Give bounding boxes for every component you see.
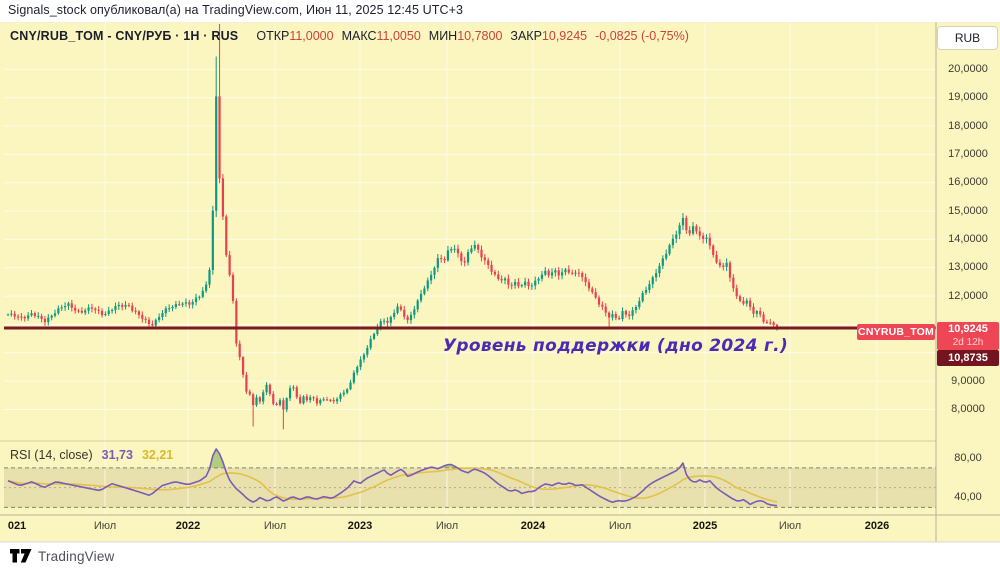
current-price-value: 10,9245 [948,323,988,335]
brand-name[interactable]: TradingView [38,548,115,564]
change-value: -0,0825 (-0,75%) [595,29,689,43]
price-axis-label: 12,0000 [948,289,988,302]
brand-footer: TradingView [10,546,115,566]
time-axis-label: Июл [778,520,802,532]
price-axis-label: 16,0000 [948,176,988,189]
ohlc-label: ЗАКР [510,29,542,43]
time-axis-label: 2026 [864,520,890,532]
price-axis-label: 9,0000 [951,374,985,387]
publish-info-bar: Signals_stock опубликовал(а) на TradingV… [0,0,1000,22]
ohlc-value: 11,0050 [376,29,421,43]
price-axis-label: 14,0000 [948,232,988,245]
ohlc-label: МИН [428,29,458,43]
ohlc-values: ОТКР11,0000 МАКС11,0050 МИН10,7800 ЗАКР10,9… [248,29,587,43]
support-level-annotation: Уровень поддержки (дно 2024 г.) [443,336,789,356]
currency-toggle-button[interactable]: RUB [937,26,998,50]
time-axis-label: Июл [608,520,632,532]
price-axis-label: 20,0000 [948,62,988,75]
time-axis-label: Июл [93,520,117,532]
ohlc-value: 10,9245 [541,29,588,43]
time-axis-label: 2024 [520,520,546,532]
price-axis-label: 8,0000 [951,403,985,415]
price-axis-label: 17,0000 [948,147,988,160]
rsi-axis-label: 80,00 [954,451,982,464]
price-axis-label: 19,0000 [948,91,988,104]
time-axis-label: 2022 [175,520,201,532]
price-axis-label: 18,0000 [948,119,988,132]
rsi-axis-label: 40,00 [954,491,982,503]
symbol-header: CNY/RUB_TOM - CNY/РУБ · 1Н · RUS ОТКР11,0… [10,29,689,45]
rsi-value: 31,73 [101,448,133,462]
tradingview-logo-icon[interactable] [10,548,32,564]
time-axis-label: Июл [435,520,459,532]
rsi-indicator-header: RSI (14, close) 31,73 32,21 [10,448,173,462]
support-price-tag: 10,8735 [937,350,999,366]
ohlc-label: МАКС [341,29,377,43]
time-axis-label: 021 [7,520,27,532]
time-axis-label: Июл [263,520,287,532]
time-axis-label: 2023 [347,520,373,532]
bar-countdown: 2d 12h [952,337,984,348]
ohlc-value: 10,7800 [457,29,503,43]
current-price-tag: 10,9245 2d 12h [937,322,999,350]
rsi-title[interactable]: RSI (14, close) [10,448,93,462]
rsi-signal-value: 32,21 [141,448,174,462]
price-axis-label: 13,0000 [948,261,988,274]
ohlc-label: ОТКР [256,29,290,43]
symbol-title[interactable]: CNY/RUB_TOM - CNY/РУБ · 1Н · RUS [10,29,239,43]
series-label-badge: CNYRUB_TOM [857,324,935,340]
ohlc-value: 11,0000 [289,29,334,43]
publish-info-text: Signals_stock опубликовал(а) на TradingV… [8,3,464,17]
price-axis-label: 15,0000 [948,204,988,217]
time-axis-label: 2025 [692,520,718,532]
